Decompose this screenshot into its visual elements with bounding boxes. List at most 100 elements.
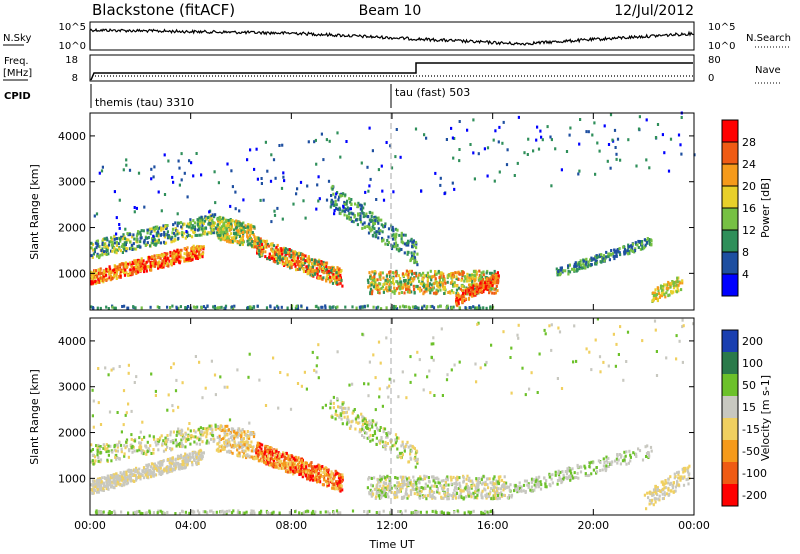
heatmap-cell bbox=[308, 262, 311, 266]
heatmap-cell bbox=[126, 306, 129, 310]
heatmap-cell bbox=[334, 472, 337, 476]
heatmap-cell bbox=[116, 443, 119, 447]
heatmap-cell bbox=[293, 254, 296, 258]
heatmap-cell bbox=[331, 184, 334, 188]
heatmap-cell bbox=[319, 276, 322, 280]
heatmap-cell bbox=[321, 465, 324, 468]
heatmap-cell bbox=[175, 305, 178, 309]
heatmap-cell bbox=[405, 241, 409, 245]
heatmap-cell bbox=[343, 207, 346, 210]
heatmap-cell bbox=[270, 247, 273, 251]
heatmap-cell bbox=[281, 217, 284, 221]
heatmap-cell bbox=[189, 255, 192, 259]
heatmap-cell bbox=[255, 456, 258, 460]
heatmap-cell bbox=[174, 251, 178, 254]
heatmap-cell bbox=[105, 450, 108, 454]
heatmap-cell bbox=[364, 425, 367, 429]
heatmap-cell bbox=[126, 469, 129, 473]
heatmap-cell bbox=[221, 437, 225, 441]
heatmap-cell bbox=[648, 238, 651, 241]
heatmap-cell bbox=[162, 224, 165, 228]
heatmap-cell bbox=[485, 277, 488, 281]
heatmap-cell bbox=[253, 449, 256, 453]
heatmap-cell bbox=[471, 287, 475, 291]
heatmap-cell bbox=[397, 454, 400, 458]
heatmap-cell bbox=[145, 452, 148, 456]
heatmap-cell bbox=[177, 306, 180, 310]
heatmap-cell bbox=[162, 227, 165, 231]
heatmap-cell bbox=[546, 125, 549, 129]
heatmap-cell bbox=[241, 234, 244, 238]
heatmap-cell bbox=[388, 288, 391, 292]
heatmap-cell bbox=[107, 487, 110, 491]
heatmap-cell bbox=[133, 468, 136, 472]
heatmap-cell bbox=[177, 464, 180, 468]
heatmap-cell bbox=[325, 279, 328, 283]
heatmap-cell bbox=[284, 466, 287, 470]
heatmap-cell bbox=[233, 220, 236, 224]
heatmap-cell bbox=[501, 141, 504, 145]
heatmap-cell bbox=[125, 238, 128, 242]
colorbar-swatch bbox=[722, 164, 738, 187]
heatmap-cell bbox=[399, 283, 402, 287]
heatmap-cell bbox=[280, 459, 283, 463]
heatmap-cell bbox=[550, 184, 553, 188]
heatmap-cell bbox=[280, 466, 283, 470]
heatmap-cell bbox=[214, 427, 217, 431]
heatmap-cell bbox=[573, 268, 576, 272]
heatmap-cell bbox=[118, 226, 121, 230]
heatmap-cell bbox=[111, 305, 114, 309]
heatmap-cell bbox=[317, 260, 320, 264]
heatmap-cell bbox=[325, 198, 329, 202]
heatmap-cell bbox=[395, 280, 398, 284]
heatmap-cell bbox=[387, 235, 390, 239]
heatmap-cell bbox=[139, 245, 142, 249]
heatmap-cell bbox=[119, 237, 122, 241]
heatmap-cell bbox=[332, 305, 335, 309]
heatmap-cell bbox=[357, 421, 360, 425]
heatmap-cell bbox=[163, 256, 166, 260]
heatmap-cell bbox=[406, 290, 409, 294]
heatmap-cell bbox=[288, 463, 292, 467]
heatmap-cell bbox=[418, 279, 421, 283]
heatmap-cell bbox=[388, 270, 391, 274]
heatmap-cell bbox=[226, 424, 229, 428]
heatmap-cell bbox=[167, 437, 170, 441]
heatmap-cell bbox=[375, 306, 378, 310]
heatmap-cell bbox=[495, 284, 498, 288]
heatmap-cell bbox=[94, 489, 97, 493]
heatmap-cell bbox=[192, 255, 195, 259]
heatmap-cell bbox=[335, 192, 338, 196]
heatmap-cell bbox=[391, 271, 394, 275]
heatmap-cell bbox=[462, 271, 465, 275]
heatmap-cell bbox=[414, 305, 417, 309]
heatmap-cell bbox=[106, 446, 109, 450]
heatmap-cell bbox=[378, 275, 381, 279]
heatmap-cell bbox=[119, 274, 122, 278]
heatmap-cell bbox=[366, 304, 369, 308]
heatmap-cell bbox=[94, 459, 97, 463]
heatmap-cell bbox=[377, 221, 380, 225]
heatmap-cell bbox=[337, 472, 340, 476]
heatmap-cell bbox=[282, 462, 285, 466]
heatmap-cell bbox=[363, 304, 366, 308]
heatmap-cell bbox=[246, 225, 249, 229]
heatmap-cell bbox=[135, 234, 139, 238]
heatmap-cell bbox=[403, 449, 406, 453]
heatmap-cell bbox=[416, 263, 419, 267]
heatmap-cell bbox=[160, 226, 163, 230]
heatmap-cell bbox=[102, 278, 105, 282]
heatmap-cell bbox=[191, 463, 194, 467]
heatmap-cell bbox=[484, 283, 487, 287]
heatmap-cell bbox=[401, 272, 405, 276]
heatmap-cell bbox=[161, 460, 164, 464]
heatmap-cell bbox=[613, 257, 616, 261]
heatmap-cell bbox=[284, 248, 287, 252]
heatmap-cell bbox=[457, 302, 460, 306]
heatmap-cell bbox=[660, 294, 664, 298]
heatmap-cell bbox=[400, 248, 403, 251]
heatmap-cell bbox=[381, 230, 384, 234]
heatmap-cell bbox=[380, 307, 383, 311]
heatmap-cell bbox=[442, 272, 445, 276]
heatmap-cell bbox=[676, 276, 679, 280]
